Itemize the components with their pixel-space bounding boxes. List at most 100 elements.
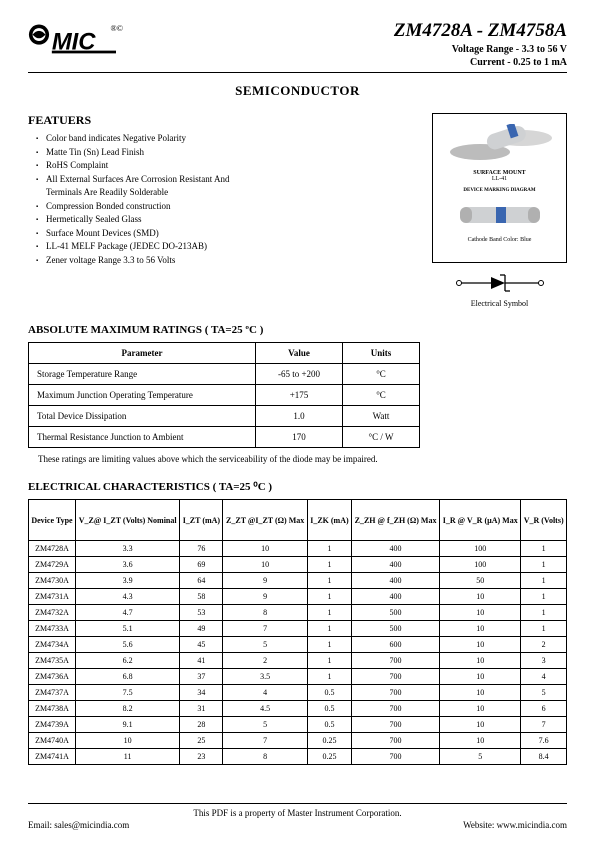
table-row: Thermal Resistance Junction to Ambient17… xyxy=(29,427,420,448)
table-cell: 8.2 xyxy=(75,701,179,717)
table-cell: ZM4736A xyxy=(29,669,76,685)
table-cell: 700 xyxy=(351,701,439,717)
zener-symbol-icon xyxy=(445,269,555,297)
table-cell: 10 xyxy=(440,669,521,685)
diagram-label-2: DEVICE MARKING DIAGRAM xyxy=(439,188,560,193)
table-row: ZM4729A3.6691014001001 xyxy=(29,557,567,573)
table-cell: 1 xyxy=(521,605,567,621)
table-cell: 31 xyxy=(180,701,223,717)
table-cell: 69 xyxy=(180,557,223,573)
feature-item: Zener voltage Range 3.3 to 56 Volts xyxy=(46,254,432,268)
table-cell: Thermal Resistance Junction to Ambient xyxy=(29,427,256,448)
table-cell: ZM4739A xyxy=(29,717,76,733)
table-cell: 4.5 xyxy=(223,701,307,717)
table-cell: ZM4728A xyxy=(29,541,76,557)
table-cell: Storage Temperature Range xyxy=(29,364,256,385)
table-cell: 1 xyxy=(307,605,351,621)
ratings-col: Units xyxy=(343,343,420,364)
table-cell: 700 xyxy=(351,653,439,669)
footer: This PDF is a property of Master Instrum… xyxy=(28,803,567,830)
package-diagram: SURFACE MOUNT LL-41 DEVICE MARKING DIAGR… xyxy=(432,113,567,263)
table-cell: ZM4735A xyxy=(29,653,76,669)
elec-col: I_R @ V_R (µA) Max xyxy=(440,500,521,541)
ratings-note: These ratings are limiting values above … xyxy=(38,454,567,464)
table-cell: °C xyxy=(343,385,420,406)
table-cell: +175 xyxy=(256,385,343,406)
table-cell: ZM4740A xyxy=(29,733,76,749)
table-cell: 2 xyxy=(521,637,567,653)
table-cell: 10 xyxy=(223,557,307,573)
table-cell: Maximum Junction Operating Temperature xyxy=(29,385,256,406)
table-cell: 34 xyxy=(180,685,223,701)
table-cell: 6 xyxy=(521,701,567,717)
table-cell: 400 xyxy=(351,541,439,557)
table-cell: 700 xyxy=(351,669,439,685)
table-cell: 4.3 xyxy=(75,589,179,605)
table-cell: 100 xyxy=(440,541,521,557)
feature-item: Terminals Are Readily Solderable xyxy=(46,186,432,200)
table-cell: 5.6 xyxy=(75,637,179,653)
table-row: ZM4739A9.12850.5700107 xyxy=(29,717,567,733)
table-cell: 400 xyxy=(351,589,439,605)
table-cell: 700 xyxy=(351,685,439,701)
table-cell: Total Device Dissipation xyxy=(29,406,256,427)
table-cell: 1 xyxy=(307,573,351,589)
table-cell: 10 xyxy=(440,589,521,605)
table-row: Maximum Junction Operating Temperature+1… xyxy=(29,385,420,406)
features-heading: FEATUERS xyxy=(28,113,432,128)
electrical-symbol: Electrical Symbol xyxy=(432,269,567,308)
table-cell: 3 xyxy=(521,653,567,669)
table-cell: ZM4734A xyxy=(29,637,76,653)
table-cell: 7 xyxy=(223,621,307,637)
table-cell: 11 xyxy=(75,749,179,765)
table-row: Total Device Dissipation1.0Watt xyxy=(29,406,420,427)
table-cell: 100 xyxy=(440,557,521,573)
table-row: ZM4735A6.24121700103 xyxy=(29,653,567,669)
table-cell: 5 xyxy=(223,637,307,653)
table-cell: 10 xyxy=(440,605,521,621)
table-cell: 50 xyxy=(440,573,521,589)
table-cell: 1 xyxy=(307,621,351,637)
elec-col: Z_ZH @ f_ZH (Ω) Max xyxy=(351,500,439,541)
table-cell: 2 xyxy=(223,653,307,669)
table-cell: 10 xyxy=(440,653,521,669)
elec-col: V_Z@ I_ZT (Volts) Nominal xyxy=(75,500,179,541)
table-cell: ZM4731A xyxy=(29,589,76,605)
table-cell: 5 xyxy=(521,685,567,701)
table-cell: °C / W xyxy=(343,427,420,448)
table-cell: 1 xyxy=(521,621,567,637)
table-cell: ZM4738A xyxy=(29,701,76,717)
table-cell: ZM4741A xyxy=(29,749,76,765)
table-cell: ZM4733A xyxy=(29,621,76,637)
table-cell: 170 xyxy=(256,427,343,448)
table-cell: 1 xyxy=(521,589,567,605)
feature-item: Color band indicates Negative Polarity xyxy=(46,132,432,146)
feature-item: Matte Tin (Sn) Lead Finish xyxy=(46,146,432,160)
table-cell: 10 xyxy=(75,733,179,749)
table-row: ZM4736A6.8373.51700104 xyxy=(29,669,567,685)
ratings-col: Value xyxy=(256,343,343,364)
elec-col: Z_ZT @I_ZT (Ω) Max xyxy=(223,500,307,541)
feature-item: RoHS Complaint xyxy=(46,159,432,173)
table-cell: 400 xyxy=(351,557,439,573)
table-cell: 10 xyxy=(440,733,521,749)
table-cell: 5 xyxy=(223,717,307,733)
table-cell: 4.7 xyxy=(75,605,179,621)
table-cell: ZM4729A xyxy=(29,557,76,573)
table-cell: 10 xyxy=(440,685,521,701)
table-row: ZM4731A4.35891400101 xyxy=(29,589,567,605)
table-row: ZM4740A102570.25700107.6 xyxy=(29,733,567,749)
table-cell: 1 xyxy=(521,573,567,589)
table-cell: 1 xyxy=(307,589,351,605)
table-cell: 4 xyxy=(223,685,307,701)
table-cell: 45 xyxy=(180,637,223,653)
table-cell: ZM4737A xyxy=(29,685,76,701)
table-cell: 1 xyxy=(307,637,351,653)
table-cell: 600 xyxy=(351,637,439,653)
table-cell: 1 xyxy=(521,541,567,557)
table-cell: 64 xyxy=(180,573,223,589)
table-row: ZM4738A8.2314.50.5700106 xyxy=(29,701,567,717)
feature-item: All External Surfaces Are Corrosion Resi… xyxy=(46,173,432,187)
table-cell: 9 xyxy=(223,573,307,589)
symbol-caption: Electrical Symbol xyxy=(432,299,567,308)
